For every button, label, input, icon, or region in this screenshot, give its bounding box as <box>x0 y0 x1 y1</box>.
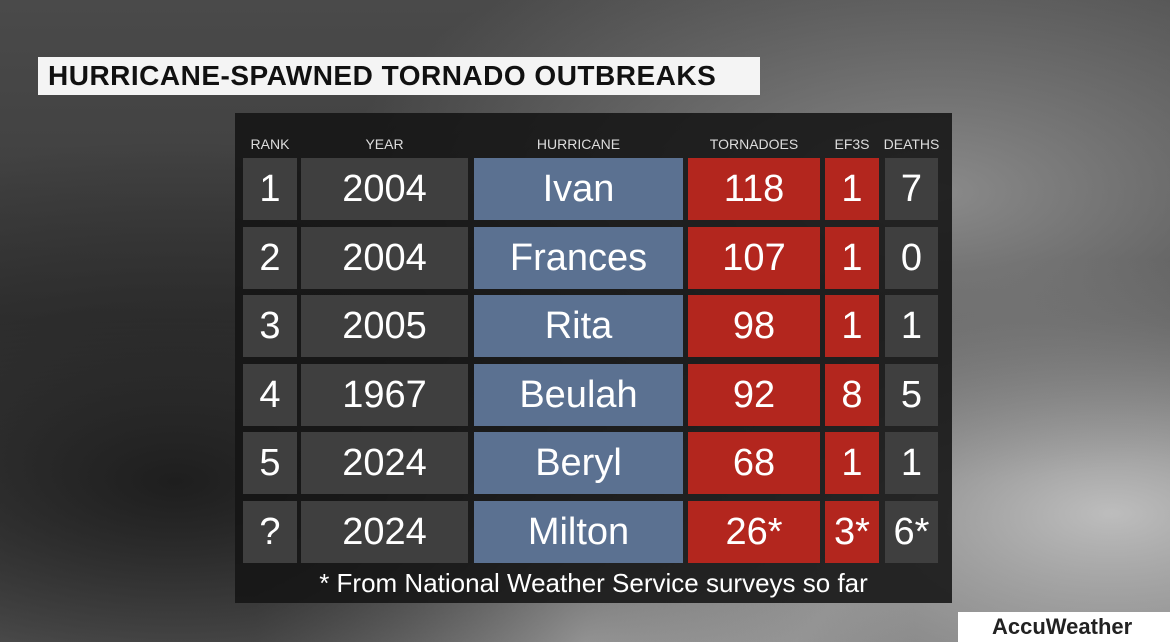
table-cell: 2005 <box>301 295 468 358</box>
table-cell: 3* <box>825 501 879 563</box>
table-cell: 107 <box>688 226 820 289</box>
column-header: RANK <box>250 136 290 152</box>
table-cell: 5 <box>885 363 938 426</box>
table-cell: 1 <box>885 432 938 495</box>
table-cell: 1 <box>825 432 879 495</box>
footnote: * From National Weather Service surveys … <box>319 568 868 598</box>
table-cell: 68 <box>688 432 820 495</box>
table: * From National Weather Service surveys … <box>235 113 952 603</box>
table-cell: 2024 <box>301 501 468 563</box>
table-cell: 8 <box>825 363 879 426</box>
title: HURRICANE-SPAWNED TORNADO OUTBREAKS <box>38 57 760 95</box>
table-cell: 26* <box>688 501 820 563</box>
table-cell: 1967 <box>301 363 468 426</box>
table-cell: 2004 <box>301 226 468 289</box>
table-cell: 2004 <box>301 158 468 220</box>
table-cell: 1 <box>825 226 879 289</box>
table-cell: Milton <box>474 501 683 563</box>
column-header: HURRICANE <box>536 136 621 152</box>
table-cell: 1 <box>885 295 938 358</box>
table-cell: 3 <box>243 295 297 358</box>
logo: AccuWeather <box>958 612 1170 642</box>
table-cell: Beryl <box>474 432 683 495</box>
table-cell: 1 <box>243 158 297 220</box>
table-cell: 2 <box>243 226 297 289</box>
table-cell: 92 <box>688 363 820 426</box>
table-cell: Beulah <box>474 363 683 426</box>
column-header: DEATHS <box>883 136 940 152</box>
table-cell: 1 <box>825 158 879 220</box>
table-cell: 118 <box>688 158 820 220</box>
table-cell: 0 <box>885 226 938 289</box>
table-cell: 98 <box>688 295 820 358</box>
column-header: TORNADOES <box>709 136 799 152</box>
table-cell: 1 <box>825 295 879 358</box>
column-header: EF3S <box>834 136 870 152</box>
table-cell: Frances <box>474 226 683 289</box>
table-cell: 6* <box>885 501 938 563</box>
table-cell: Rita <box>474 295 683 358</box>
table-cell: 2024 <box>301 432 468 495</box>
table-cell: 5 <box>243 432 297 495</box>
column-header: YEAR <box>365 136 404 152</box>
table-cell: 7 <box>885 158 938 220</box>
table-cell: ? <box>243 501 297 563</box>
table-cell: Ivan <box>474 158 683 220</box>
table-cell: 4 <box>243 363 297 426</box>
